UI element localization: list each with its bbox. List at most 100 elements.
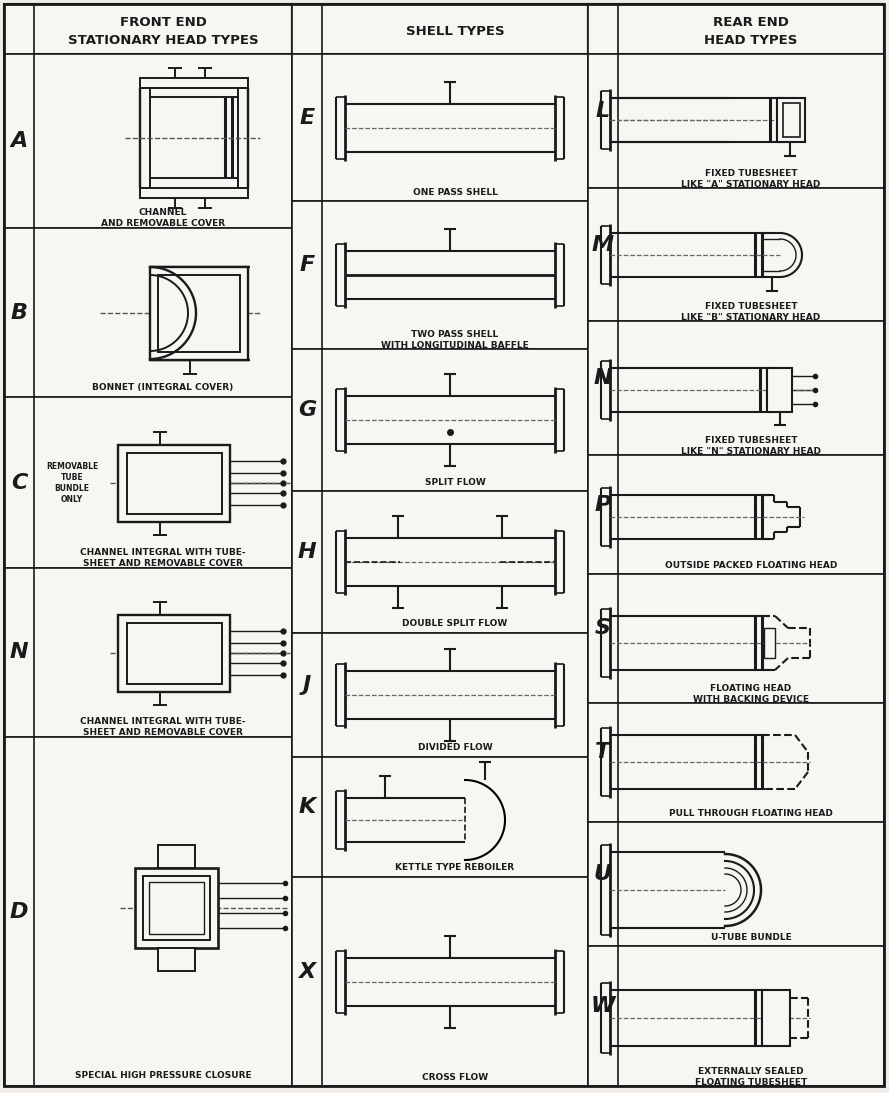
Text: J: J <box>303 675 311 695</box>
Bar <box>149 882 204 935</box>
Bar <box>127 453 222 514</box>
Bar <box>158 275 240 352</box>
Text: T: T <box>596 742 611 763</box>
Bar <box>150 267 248 360</box>
Bar <box>588 574 884 703</box>
Bar <box>768 996 783 1041</box>
Text: D: D <box>10 902 28 921</box>
Bar <box>135 868 218 948</box>
Text: B: B <box>11 303 28 322</box>
Bar <box>158 845 195 868</box>
Bar <box>292 757 322 877</box>
Bar <box>4 228 34 397</box>
Bar <box>588 822 884 947</box>
Text: REMOVABLE
TUBE
BUNDLE
ONLY: REMOVABLE TUBE BUNDLE ONLY <box>46 462 99 504</box>
Bar <box>4 228 292 397</box>
Text: PULL THROUGH FLOATING HEAD: PULL THROUGH FLOATING HEAD <box>669 809 833 818</box>
Bar <box>588 54 618 188</box>
Bar <box>4 54 34 228</box>
Text: CROSS FLOW: CROSS FLOW <box>422 1072 488 1081</box>
Text: C: C <box>11 472 28 493</box>
Text: N: N <box>594 368 613 388</box>
Bar <box>292 633 588 757</box>
Text: SPECIAL HIGH PRESSURE CLOSURE: SPECIAL HIGH PRESSURE CLOSURE <box>75 1071 252 1081</box>
Bar <box>783 103 800 137</box>
Text: M: M <box>592 235 614 255</box>
Bar <box>158 948 195 971</box>
Bar <box>588 455 884 574</box>
Bar <box>292 54 588 201</box>
Bar <box>4 54 292 228</box>
Text: TWO PASS SHELL
WITH LONGITUDINAL BAFFLE: TWO PASS SHELL WITH LONGITUDINAL BAFFLE <box>381 330 529 350</box>
Text: L: L <box>596 101 610 121</box>
Text: HEAD TYPES: HEAD TYPES <box>704 34 797 47</box>
Text: FIXED TUBESHEET
LIKE "A" STATIONARY HEAD: FIXED TUBESHEET LIKE "A" STATIONARY HEAD <box>681 169 821 189</box>
Text: DOUBLE SPLIT FLOW: DOUBLE SPLIT FLOW <box>403 620 508 628</box>
Text: OUTSIDE PACKED FLOATING HEAD: OUTSIDE PACKED FLOATING HEAD <box>665 561 837 569</box>
Text: KETTLE TYPE REBOILER: KETTLE TYPE REBOILER <box>396 863 515 872</box>
Text: FLOATING HEAD
WITH BACKING DEVICE: FLOATING HEAD WITH BACKING DEVICE <box>693 684 809 704</box>
Bar <box>588 54 884 188</box>
Bar <box>4 4 292 54</box>
Bar <box>764 628 775 658</box>
Bar <box>588 455 618 574</box>
Bar <box>588 822 618 947</box>
Bar <box>292 201 322 349</box>
Text: E: E <box>300 107 315 128</box>
Bar <box>292 633 322 757</box>
Text: W: W <box>591 996 615 1016</box>
Text: G: G <box>298 400 316 420</box>
Bar <box>4 397 34 568</box>
Bar <box>4 737 34 1086</box>
Bar <box>588 703 618 822</box>
Bar <box>292 757 588 877</box>
Bar <box>588 947 618 1086</box>
Bar <box>4 568 34 737</box>
Text: N: N <box>10 643 28 662</box>
Text: F: F <box>300 255 315 275</box>
Bar <box>767 368 792 412</box>
Bar <box>588 4 884 54</box>
Text: FIXED TUBESHEET
LIKE "N" STATIONARY HEAD: FIXED TUBESHEET LIKE "N" STATIONARY HEAD <box>681 436 821 456</box>
Text: X: X <box>299 962 316 982</box>
Bar <box>588 188 618 321</box>
Bar <box>292 491 588 633</box>
Bar <box>292 877 322 1086</box>
Bar <box>588 703 884 822</box>
Bar <box>127 623 222 684</box>
Bar <box>292 349 322 491</box>
Text: CHANNEL INTEGRAL WITH TUBE-
SHEET AND REMOVABLE COVER: CHANNEL INTEGRAL WITH TUBE- SHEET AND RE… <box>80 717 246 737</box>
Text: EXTERNALLY SEALED
FLOATING TUBESHEET: EXTERNALLY SEALED FLOATING TUBESHEET <box>695 1067 807 1088</box>
Bar <box>4 4 34 54</box>
Bar <box>292 491 322 633</box>
Bar <box>588 321 884 455</box>
Bar <box>4 397 292 568</box>
Text: S: S <box>595 619 611 638</box>
Text: P: P <box>595 494 611 515</box>
Text: SPLIT FLOW: SPLIT FLOW <box>425 478 485 486</box>
Bar <box>292 54 322 201</box>
Text: ONE PASS SHELL: ONE PASS SHELL <box>412 188 498 197</box>
Bar <box>118 445 230 522</box>
Text: K: K <box>299 797 316 816</box>
Bar <box>4 737 292 1086</box>
Text: A: A <box>11 131 28 151</box>
Bar <box>588 947 884 1086</box>
Bar <box>588 574 618 703</box>
Text: FIXED TUBESHEET
LIKE "B" STATIONARY HEAD: FIXED TUBESHEET LIKE "B" STATIONARY HEAD <box>681 302 821 322</box>
Text: REAR END: REAR END <box>713 15 789 28</box>
Bar <box>777 98 805 142</box>
Text: CHANNEL INTEGRAL WITH TUBE-
SHEET AND REMOVABLE COVER: CHANNEL INTEGRAL WITH TUBE- SHEET AND RE… <box>80 548 246 568</box>
Bar <box>292 4 322 54</box>
Bar <box>588 321 618 455</box>
Bar <box>588 4 618 54</box>
Bar <box>140 78 248 89</box>
Text: U: U <box>594 863 612 884</box>
Bar <box>140 188 248 198</box>
Bar <box>4 568 292 737</box>
Text: STATIONARY HEAD TYPES: STATIONARY HEAD TYPES <box>68 34 259 47</box>
Text: DIVIDED FLOW: DIVIDED FLOW <box>418 743 493 752</box>
Text: U-TUBE BUNDLE: U-TUBE BUNDLE <box>710 932 791 941</box>
Bar <box>143 875 210 940</box>
Bar <box>588 188 884 321</box>
